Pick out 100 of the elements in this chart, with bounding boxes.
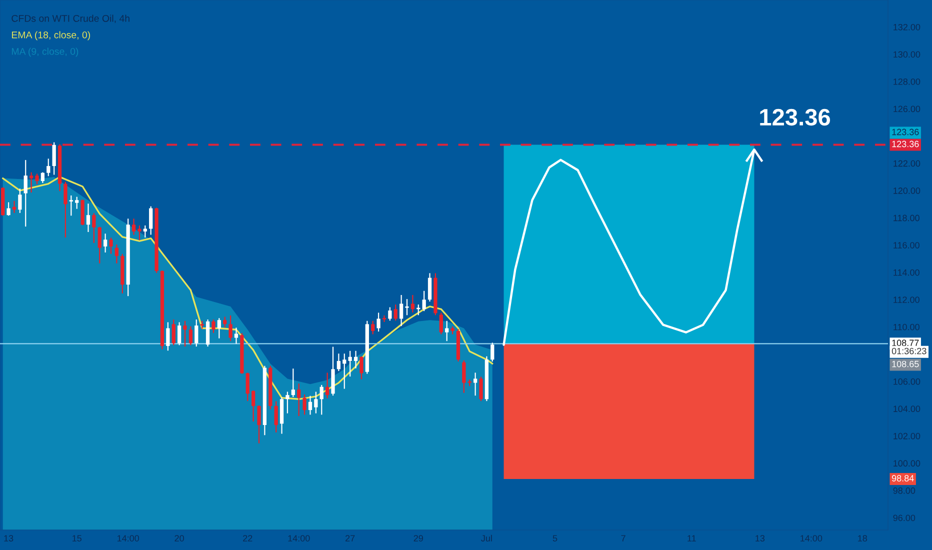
candlestick <box>46 158 50 176</box>
candlestick <box>462 360 466 393</box>
y-tick-label: 128.00 <box>894 78 920 85</box>
y-tick-label: 126.00 <box>894 106 920 112</box>
candlestick <box>18 188 22 213</box>
candlestick <box>132 218 136 235</box>
candlestick <box>114 244 119 264</box>
y-tick-label: 104.00 <box>894 406 920 412</box>
x-tick-label: 11 <box>688 535 696 542</box>
candlestick <box>308 396 312 415</box>
x-tick-label: 18 <box>858 535 868 542</box>
x-tick-label: 5 <box>552 535 558 542</box>
x-tick-label: 20 <box>174 535 184 542</box>
candlestick <box>188 326 193 346</box>
candlestick <box>52 142 56 175</box>
candlestick <box>405 299 409 316</box>
x-tick-label: 13 <box>4 535 14 542</box>
y-tick-label: 116.00 <box>894 242 920 248</box>
candlestick <box>172 320 176 346</box>
candlestick <box>6 202 10 216</box>
y-tick-label: 114.00 <box>894 269 920 276</box>
candlestick <box>257 405 261 444</box>
candlestick <box>410 294 415 312</box>
y-tick-label: 96.00 <box>893 514 916 522</box>
y-tick-label: 132.00 <box>894 24 920 30</box>
candlestick <box>143 225 147 238</box>
candlestick <box>348 350 352 377</box>
candlestick <box>177 322 182 346</box>
candlestick <box>473 372 478 396</box>
candlestick <box>64 182 68 238</box>
x-tick-label: 15 <box>72 535 82 542</box>
line-series <box>2 176 494 400</box>
candlestick <box>445 320 449 342</box>
candlestick <box>228 315 232 342</box>
candlestick <box>75 196 79 209</box>
candlestick <box>251 390 256 422</box>
candlestick <box>382 315 386 322</box>
candlestick <box>206 320 210 347</box>
x-tick-label: 27 <box>346 535 355 542</box>
y-tick-label: 120.00 <box>894 188 920 194</box>
x-tick-label: 29 <box>414 535 423 542</box>
candlestick <box>86 204 90 232</box>
y-tick-label: 122.00 <box>894 160 920 167</box>
annotation: 01:36:23 <box>892 348 926 354</box>
candlestick <box>212 320 216 333</box>
x-tick-label: 13 <box>756 535 765 542</box>
candlestick <box>314 392 318 414</box>
candlestick <box>371 320 375 334</box>
candlestick <box>274 401 278 432</box>
y-tick-label: 110.00 <box>894 324 920 330</box>
candlestick <box>109 238 113 254</box>
candlestick <box>490 342 494 362</box>
annotation: 123.36 <box>760 108 830 126</box>
candlestick <box>428 273 432 302</box>
candlestick <box>29 172 34 192</box>
candlestick <box>325 372 330 398</box>
candlestick <box>24 160 28 227</box>
candlestick <box>149 206 153 235</box>
candlestick <box>286 392 290 414</box>
text: CFDs on WTI Crude Oil, 4h <box>12 14 130 24</box>
annotation: 98.84 <box>892 475 914 482</box>
y-tick-label: 130.00 <box>894 51 920 58</box>
candlestick <box>35 174 39 184</box>
annotation: 123.36 <box>892 128 919 136</box>
candlestick <box>360 356 364 380</box>
candlestick <box>183 320 187 347</box>
candlestick <box>166 322 170 351</box>
candlestick <box>194 320 198 347</box>
candlestick <box>439 312 443 334</box>
candlestick <box>399 294 404 326</box>
candlestick <box>388 307 392 321</box>
candlestick <box>394 304 398 321</box>
candlestick <box>234 328 238 344</box>
x-tick-label: 14:00 <box>288 535 310 542</box>
annotation: 108.65 <box>892 360 919 368</box>
x-tick-label: Jul <box>481 534 492 542</box>
candlestick <box>297 384 301 416</box>
candlestick <box>291 368 295 397</box>
candlestick <box>217 318 221 338</box>
x-tick-label: 7 <box>621 535 626 542</box>
candlestick <box>98 226 102 264</box>
candlestick <box>336 354 341 372</box>
candlestick <box>40 172 45 183</box>
candlestick <box>479 376 483 402</box>
candlestick <box>69 195 73 216</box>
candlestick <box>302 394 306 415</box>
candlestick <box>422 290 426 312</box>
x-tick-label: 14:00 <box>800 535 822 542</box>
y-tick-label: 118.00 <box>894 214 920 222</box>
candlestick <box>138 225 142 240</box>
x-tick-label: 14:00 <box>117 535 140 542</box>
x-tick-label: 22 <box>243 535 252 542</box>
candlestick <box>92 213 96 243</box>
candlestick <box>103 234 108 252</box>
candlestick <box>223 316 227 328</box>
ref-line-label: 108.77 <box>892 340 919 346</box>
candlestick <box>354 350 358 368</box>
y-tick-label: 100.00 <box>894 460 920 467</box>
text: EMA (18, close, 0) <box>12 31 90 40</box>
y-tick-label: 106.00 <box>894 378 920 385</box>
